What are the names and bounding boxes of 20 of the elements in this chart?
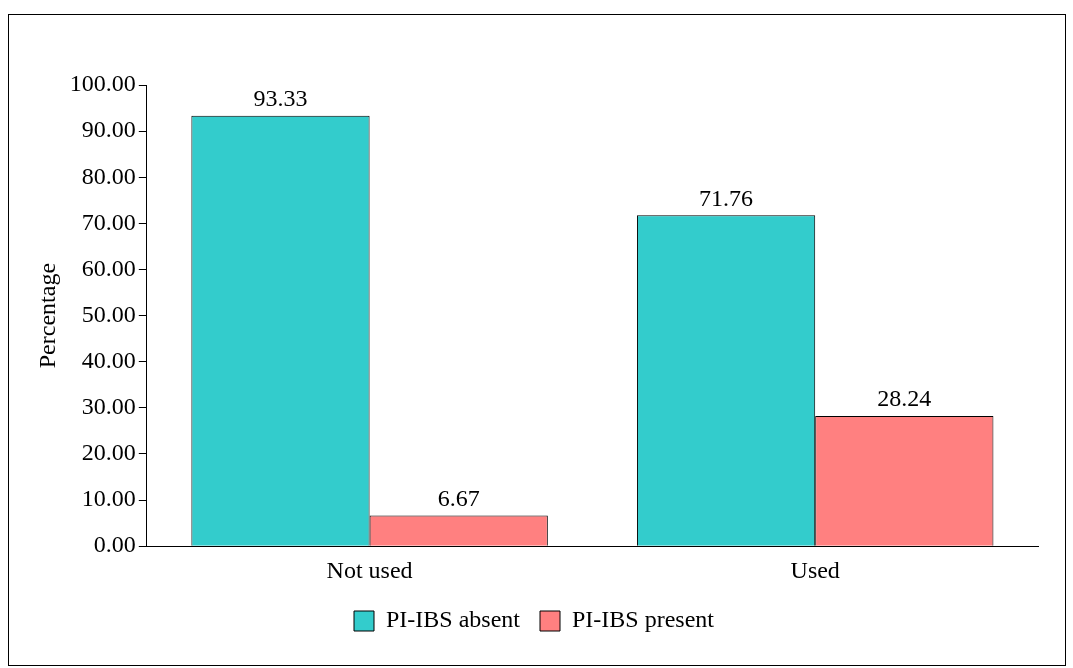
x-tick-label: Used [790,556,840,583]
y-tick-label: 90.00 [81,116,136,143]
data-label: 93.33 [253,85,308,112]
y-tick-label: 20.00 [81,439,136,466]
y-axis-title: Percentage [33,262,60,369]
y-tick-label: 0.00 [93,531,136,558]
y-tick-label: 70.00 [81,208,136,235]
y-tick-label: 100.00 [69,70,136,97]
data-label: 28.24 [877,385,932,412]
legend-label: PI-IBS absent [386,606,521,633]
legend-label: PI-IBS present [572,606,715,633]
y-tick-label: 50.00 [81,300,136,327]
y-tick-label: 10.00 [81,485,136,512]
y-tick-label: 40.00 [81,347,136,374]
y-tick-label: 60.00 [81,254,136,281]
data-label: 71.76 [699,184,754,211]
x-tick-label: Not used [326,556,413,583]
y-tick-label: 30.00 [81,393,136,420]
data-label: 6.67 [437,484,480,511]
y-tick-label: 80.00 [81,162,136,189]
